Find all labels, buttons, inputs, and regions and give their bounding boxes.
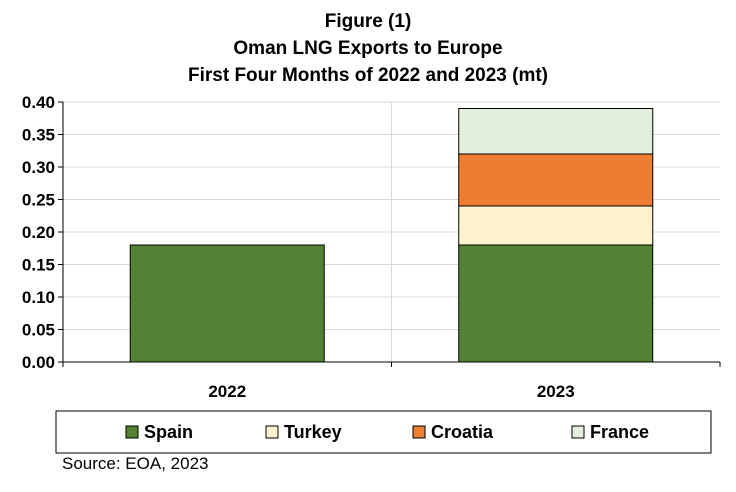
chart-title: Figure (1) Oman LNG Exports to Europe Fi… — [0, 8, 736, 89]
legend-box — [55, 410, 712, 454]
source-note: Source: EOA, 2023 — [62, 454, 209, 473]
y-tick-label: 0.10 — [22, 288, 55, 307]
y-tick-label: 0.30 — [22, 158, 55, 177]
chart-title-line-1: Figure (1) — [324, 11, 412, 32]
legend-label-france: France — [590, 422, 649, 442]
legend-label-croatia: Croatia — [431, 422, 494, 442]
legend-swatch-turkey — [265, 425, 279, 439]
legend-swatch-spain — [125, 425, 139, 439]
x-tick-label: 2022 — [208, 382, 246, 401]
y-tick-label: 0.00 — [22, 353, 55, 372]
legend-swatch-croatia — [412, 425, 426, 439]
y-tick-label: 0.25 — [22, 191, 55, 210]
legend-label-spain: Spain — [144, 422, 193, 442]
bar-spain-2022 — [129, 244, 325, 363]
legend-swatch-france — [571, 425, 585, 439]
legend-label-turkey: Turkey — [284, 422, 342, 442]
bar-turkey-2023 — [458, 205, 654, 246]
chart-title-line-2: Oman LNG Exports to Europe — [233, 38, 503, 59]
bar-france-2023 — [458, 108, 654, 155]
y-tick-label: 0.35 — [22, 126, 55, 145]
bar-spain-2023 — [458, 244, 654, 363]
y-tick-label: 0.40 — [22, 93, 55, 112]
chart-title-line-3: First Four Months of 2022 and 2023 (mt) — [188, 65, 548, 86]
y-tick-label: 0.15 — [22, 256, 55, 275]
y-tick-label: 0.20 — [22, 223, 55, 242]
bar-croatia-2023 — [458, 153, 654, 207]
x-tick-label: 2023 — [537, 382, 575, 401]
y-tick-label: 0.05 — [22, 321, 55, 340]
